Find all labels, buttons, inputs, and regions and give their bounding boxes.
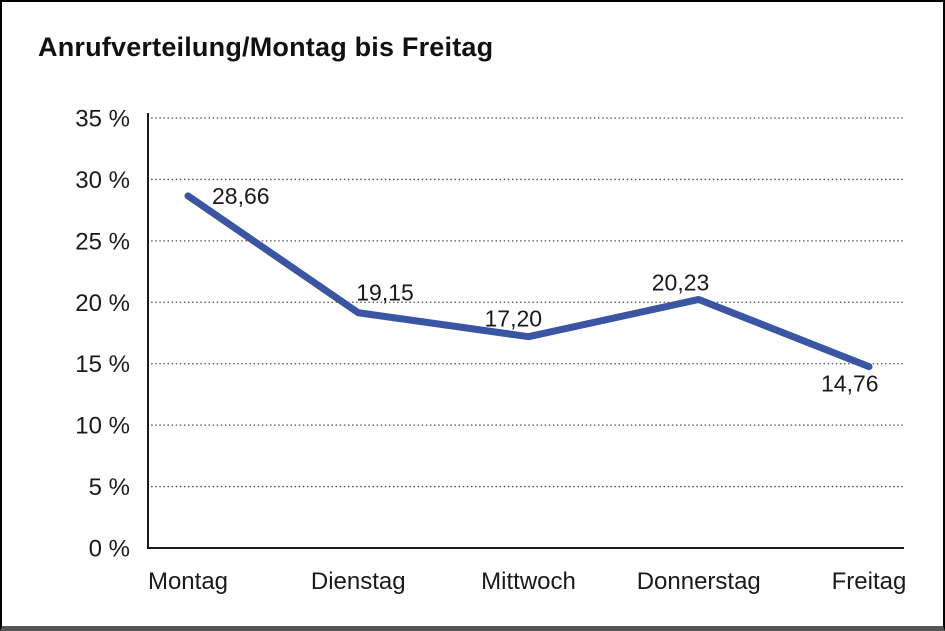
data-point-label: 20,23 <box>652 269 710 295</box>
y-axis-tick-label: 20 % <box>75 290 130 317</box>
y-axis-tick-label: 30 % <box>75 167 130 194</box>
y-axis-tick-label: 35 % <box>75 106 130 133</box>
y-axis-tick-label: 25 % <box>75 228 130 255</box>
data-point-label: 19,15 <box>356 280 414 306</box>
x-axis-category-label: Mittwoch <box>481 568 576 595</box>
y-axis-tick-label: 15 % <box>75 351 130 378</box>
data-series-line <box>184 192 873 371</box>
data-point-label: 14,76 <box>821 371 879 397</box>
y-axis-tick-label: 0 % <box>89 536 130 563</box>
x-axis-category-label: Freitag <box>832 568 907 595</box>
data-point-label: 17,20 <box>485 306 543 332</box>
chart-title: Anrufverteilung/Montag bis Freitag <box>38 32 494 62</box>
y-axis-tick-label: 10 % <box>75 413 130 440</box>
y-axis-tick-label: 5 % <box>89 474 130 501</box>
x-axis-category-label: Dienstag <box>311 568 406 595</box>
data-point-label: 28,66 <box>212 183 270 209</box>
x-axis-category-label: Montag <box>148 568 228 595</box>
x-axis-category-label: Donnerstag <box>637 568 761 595</box>
